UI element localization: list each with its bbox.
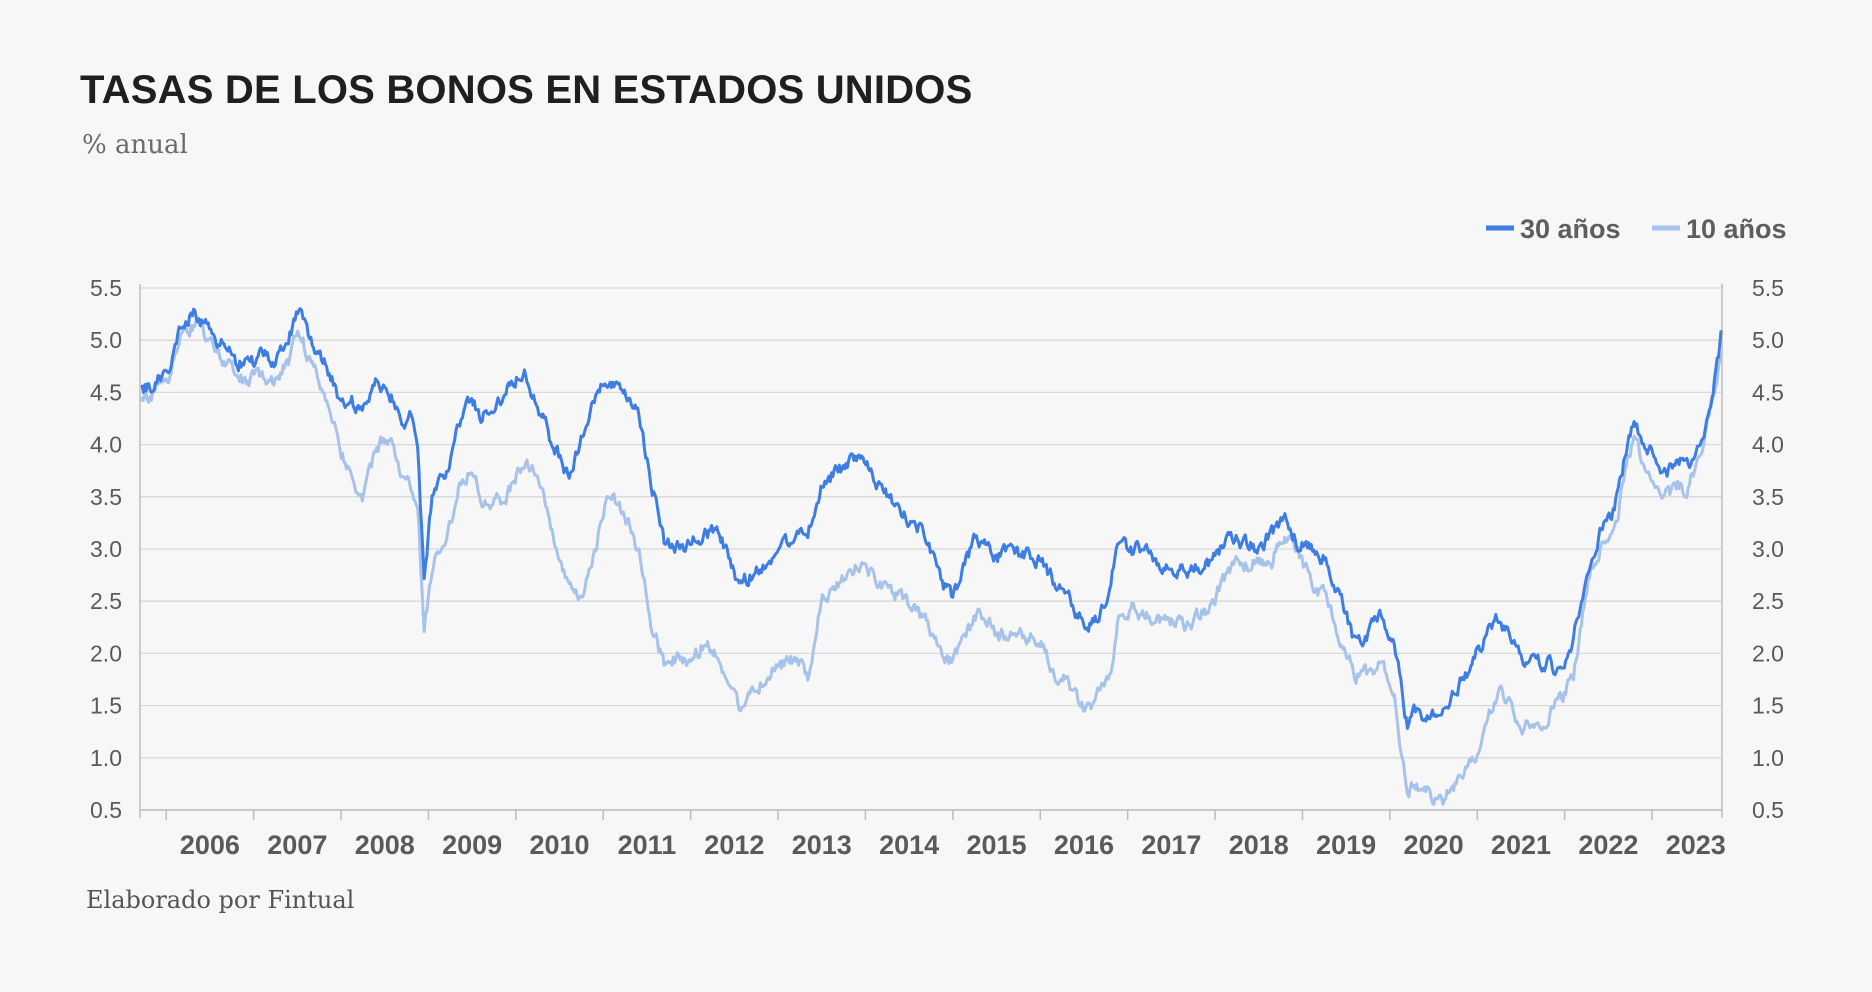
legend: 30 años 10 años bbox=[1486, 214, 1787, 244]
y-tick-label-left: 2.5 bbox=[90, 588, 122, 614]
y-tick-label-right: 1.5 bbox=[1752, 693, 1784, 719]
y-tick-label-left: 5.0 bbox=[90, 327, 122, 353]
y-tick-label-right: 3.5 bbox=[1752, 484, 1784, 510]
legend-label-30-years: 30 años bbox=[1520, 214, 1621, 244]
y-tick-label-right: 1.0 bbox=[1752, 745, 1784, 771]
x-tick-label: 2019 bbox=[1316, 830, 1376, 860]
chart-title: TASAS DE LOS BONOS EN ESTADOS UNIDOS bbox=[80, 68, 973, 112]
x-tick-label: 2023 bbox=[1666, 830, 1726, 860]
x-tick-label: 2011 bbox=[618, 830, 677, 860]
gridlines bbox=[140, 287, 1722, 811]
x-tick-label: 2007 bbox=[267, 830, 327, 860]
series-line-30-years bbox=[140, 307, 1723, 730]
source-note: Elaborado por Fintual bbox=[86, 886, 355, 914]
y-tick-label-left: 4.5 bbox=[90, 379, 122, 405]
y-tick-label-right: 3.0 bbox=[1752, 536, 1784, 562]
x-tick-label: 2018 bbox=[1229, 830, 1289, 860]
x-tick-label: 2008 bbox=[355, 830, 415, 860]
chart-subtitle: % anual bbox=[82, 130, 188, 160]
x-tick-label: 2006 bbox=[180, 830, 240, 860]
x-tick-label: 2022 bbox=[1578, 830, 1638, 860]
y-tick-label-left: 2.0 bbox=[90, 640, 122, 666]
y-axis-left: 0.5 1.0 1.5 2.0 2.5 3.0 3.5 4.0 4.5 5.0 5.5 bbox=[90, 275, 122, 823]
legend-label-10-years: 10 años bbox=[1686, 214, 1787, 244]
y-tick-label-right: 4.0 bbox=[1752, 432, 1784, 458]
x-tick-label: 2012 bbox=[704, 830, 764, 860]
x-tick-label: 2021 bbox=[1491, 830, 1551, 860]
y-tick-label-left: 1.0 bbox=[90, 745, 122, 771]
x-tick-label: 2020 bbox=[1404, 830, 1464, 860]
y-tick-label-right: 0.5 bbox=[1752, 797, 1784, 823]
y-tick-label-right: 5.5 bbox=[1752, 275, 1784, 301]
x-tick-label: 2016 bbox=[1054, 830, 1114, 860]
x-tick-label: 2010 bbox=[529, 830, 589, 860]
y-tick-label-left: 5.5 bbox=[90, 275, 122, 301]
x-tick-label: 2017 bbox=[1141, 830, 1201, 860]
series-line-10-years bbox=[139, 316, 1723, 806]
series-lines bbox=[139, 307, 1723, 806]
y-axis-right: 0.5 1.0 1.5 2.0 2.5 3.0 3.5 4.0 4.5 5.0 5.5 bbox=[1752, 275, 1784, 823]
x-tick-label: 2014 bbox=[879, 830, 939, 860]
x-tick-label: 2009 bbox=[442, 830, 502, 860]
x-axis: 2006 2007 2008 2009 2010 2011 2012 2013 2014 2015… bbox=[165, 810, 1726, 860]
y-tick-label-left: 3.5 bbox=[90, 484, 122, 510]
axes bbox=[139, 284, 1723, 818]
x-tick-label: 2015 bbox=[967, 830, 1027, 860]
y-tick-label-right: 5.0 bbox=[1752, 327, 1784, 353]
x-tick-label: 2013 bbox=[792, 830, 852, 860]
y-tick-label-right: 2.0 bbox=[1752, 640, 1784, 666]
y-tick-label-left: 3.0 bbox=[90, 536, 122, 562]
y-tick-label-left: 1.5 bbox=[90, 693, 122, 719]
y-tick-label-right: 2.5 bbox=[1752, 588, 1784, 614]
y-tick-label-left: 0.5 bbox=[90, 797, 122, 823]
y-tick-label-right: 4.5 bbox=[1752, 379, 1784, 405]
y-tick-label-left: 4.0 bbox=[90, 432, 122, 458]
